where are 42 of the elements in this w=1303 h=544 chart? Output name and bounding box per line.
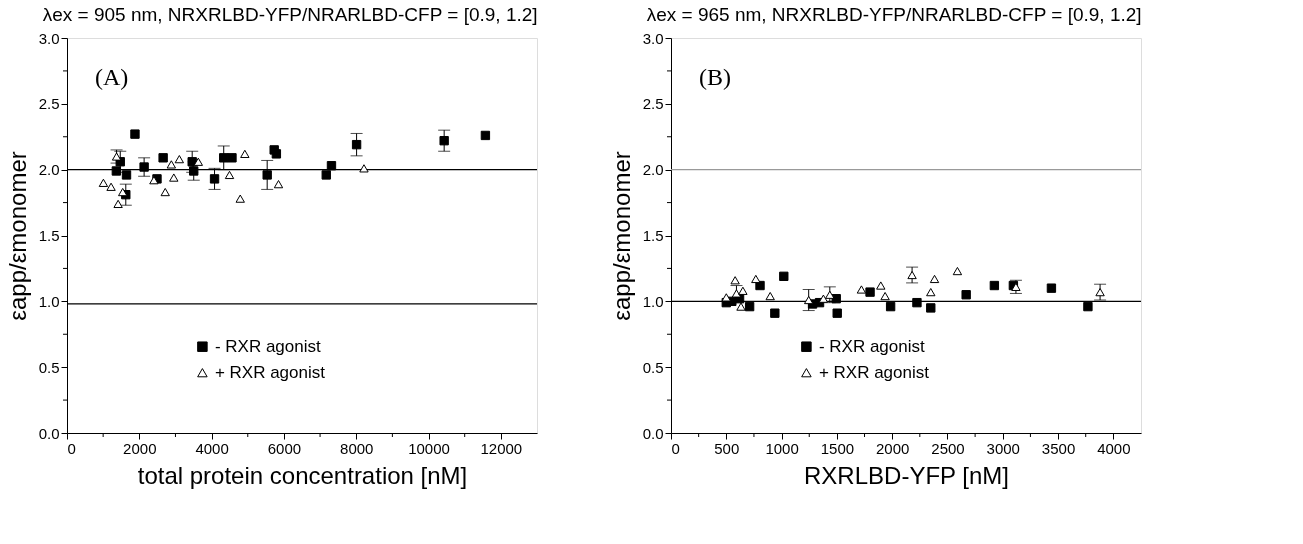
x-tick-label: 10000 (408, 439, 450, 457)
annotation: (B) (699, 64, 731, 90)
y-tick-label: 3.0 (38, 29, 60, 47)
y-tick-label: 1.5 (642, 227, 664, 244)
x-tick-label: 6000 (267, 439, 302, 457)
y-tick-label: 3.0 (642, 29, 664, 47)
x-tick-label: 500 (714, 439, 740, 457)
x-tick-label: 12000 (480, 439, 523, 457)
legend-label: + RXR agonist (214, 362, 326, 382)
x-tick-label: 4000 (195, 439, 229, 457)
x-tick-label: 1000 (765, 439, 799, 457)
x-axis-title: total protein concentration [nM] (137, 461, 468, 489)
x-tick-label: 3000 (986, 439, 1020, 457)
y-axis-title: εapp/εmonomer (3, 151, 31, 321)
x-tick-label: 2000 (875, 439, 910, 457)
x-tick-label: 4000 (1097, 439, 1131, 457)
y-tick-label: 1.0 (38, 292, 60, 310)
y-axis-title: εapp/εmonomer (607, 151, 635, 321)
y-tick-label: 1.0 (642, 292, 664, 310)
y-tick-label: 2.0 (642, 161, 664, 179)
y-tick-label: 0.0 (642, 424, 664, 442)
y-tick-label: 2.0 (38, 161, 60, 179)
x-tick-label: 0 (671, 439, 680, 457)
legend-label: + RXR agonist (818, 362, 930, 382)
legend-label: - RXR agonist (818, 336, 925, 356)
y-tick-label: 2.5 (642, 95, 664, 113)
legend-label: - RXR agonist (214, 336, 321, 356)
chart-title: λex = 965 nm, NRXRLBD-YFP/NRARLBD-CFP = [0.9, 1.2] (646, 4, 1142, 25)
x-tick-label: 2500 (931, 439, 965, 457)
y-tick-label: 2.5 (38, 95, 60, 113)
x-axis-title: RXRLBD-YFP [nM] (804, 461, 1009, 489)
chart-title: λex = 905 nm, NRXRLBD-YFP/NRARLBD-CFP = [0.9, 1.2] (42, 4, 538, 25)
y-tick-label: 0.0 (38, 424, 60, 442)
x-tick-label: 8000 (340, 439, 374, 457)
annotation: (A) (95, 64, 129, 90)
y-tick-label: 0.5 (38, 358, 60, 376)
y-tick-label: 1.5 (38, 227, 60, 244)
y-tick-label: 0.5 (642, 358, 664, 376)
x-tick-label: 1500 (820, 439, 855, 457)
x-tick-label: 3500 (1041, 439, 1076, 457)
x-tick-label: 0 (67, 439, 76, 457)
x-tick-label: 2000 (123, 439, 157, 457)
